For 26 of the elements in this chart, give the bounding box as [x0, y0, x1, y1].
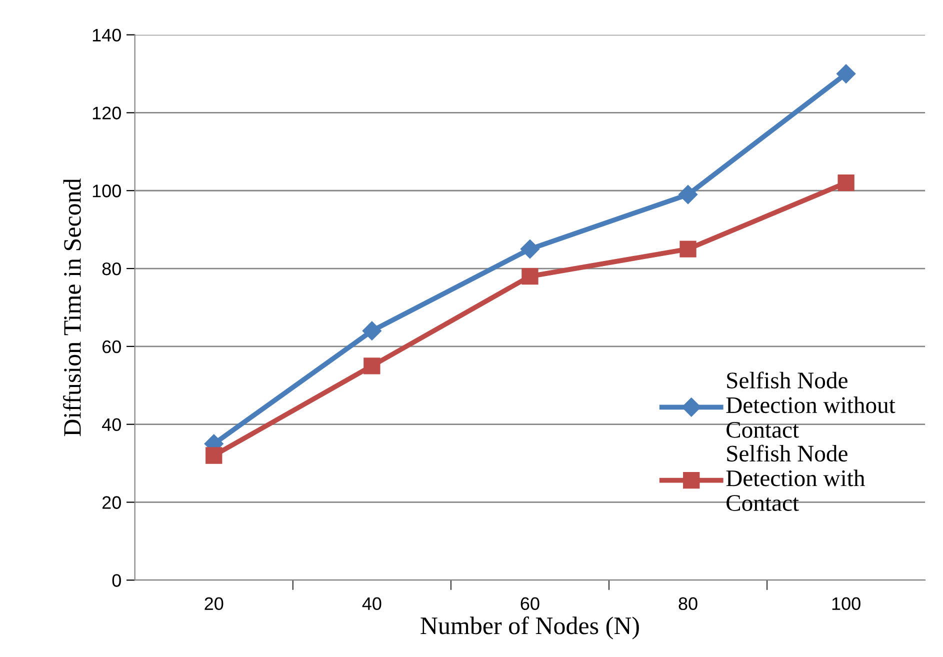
y-tick-label: 20 [102, 496, 121, 509]
point [836, 64, 856, 84]
y-tick-label: 80 [102, 262, 121, 276]
point [362, 321, 382, 340]
x-tick-label: 80 [678, 597, 698, 610]
x-axis-title: Number of Nodes (N) [420, 616, 639, 640]
y-tick-label: 140 [92, 28, 121, 42]
x-tick-label: 100 [832, 597, 860, 610]
y-tick-label: 120 [92, 106, 121, 120]
y-tick-label: 40 [102, 418, 121, 432]
legend-label: Selfish Node Detection without Contact [726, 372, 896, 438]
point [364, 358, 380, 374]
point [680, 240, 696, 258]
y-axis-title: Diffusion Time in Second [63, 178, 81, 436]
x-tick-label: 40 [362, 597, 382, 610]
y-tick-label: 100 [92, 184, 121, 198]
x-tick-label: 20 [204, 597, 224, 610]
point [522, 268, 538, 285]
point [678, 184, 698, 204]
point [520, 240, 540, 259]
point [206, 447, 222, 464]
point [838, 174, 854, 192]
legend-label: Selfish Node Detection with Contact [726, 444, 865, 511]
y-tick-label: 0 [112, 574, 121, 587]
y-tick-label: 60 [102, 340, 121, 354]
x-tick-label: 60 [520, 597, 540, 610]
